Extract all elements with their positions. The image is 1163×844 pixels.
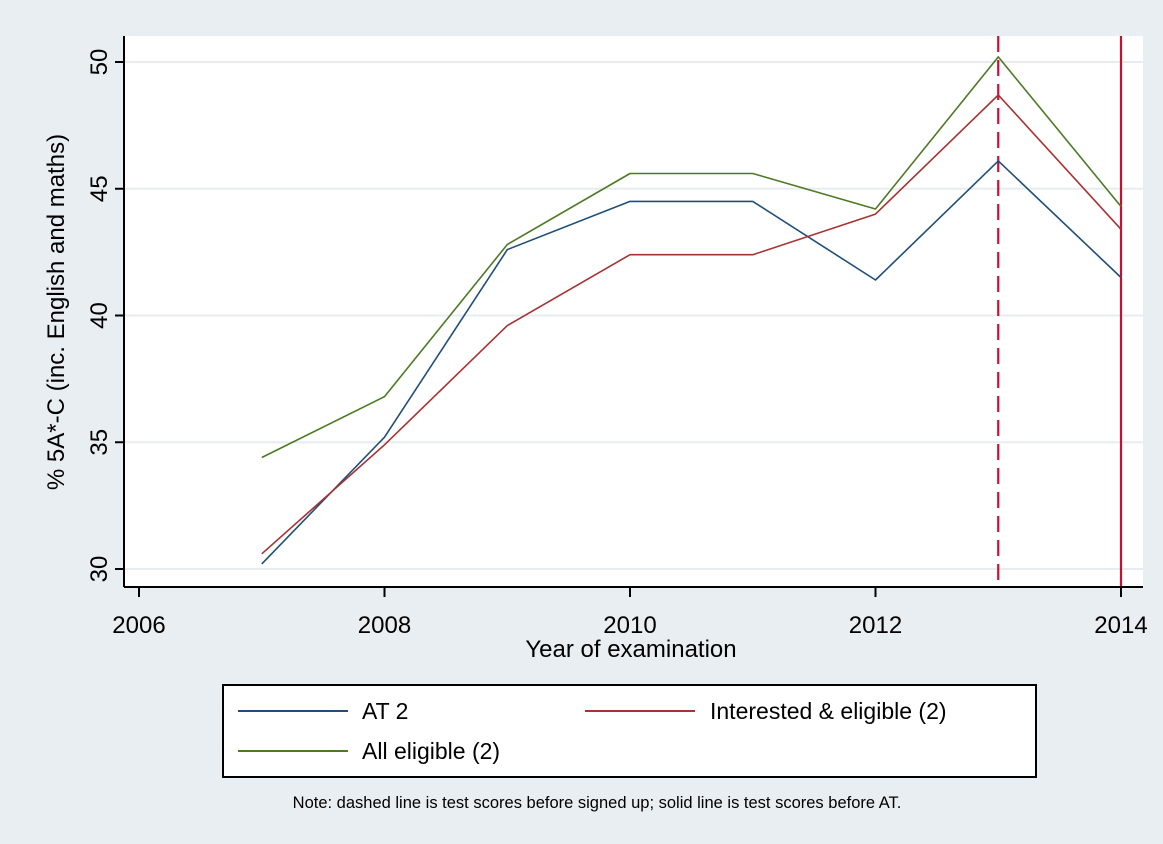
chart-note: Note: dashed line is test scores before … (293, 794, 902, 812)
plot-area (124, 36, 1143, 587)
y-tick-label-45: 45 (86, 175, 113, 202)
series-line-1 (261, 94, 1122, 555)
series-layer (261, 56, 1122, 565)
y-tick-label-35: 35 (86, 429, 113, 456)
x-tick-label-2012: 2012 (849, 612, 902, 639)
x-tick-label-2010: 2010 (603, 612, 656, 639)
series-line-0 (261, 160, 1122, 565)
y-axis-title: % 5A*-C (inc. English and maths) (43, 134, 70, 490)
x-tick-label-2006: 2006 (112, 612, 165, 639)
x-tick-label-2008: 2008 (358, 612, 411, 639)
legend-label-interested-eligible: Interested & eligible (2) (710, 698, 947, 724)
y-tick-label-50: 50 (86, 49, 113, 76)
legend-label-all-eligible: All eligible (2) (362, 738, 500, 764)
axes: 30 35 40 45 50 2006 2008 2010 2012 2014 (86, 36, 1148, 639)
legend-box (222, 684, 1037, 778)
y-tick-label-40: 40 (86, 302, 113, 329)
y-tick-label-30: 30 (86, 556, 113, 583)
legend-label-at2: AT 2 (362, 698, 408, 724)
reference-lines (997, 36, 1123, 587)
series-line-2 (261, 56, 1122, 459)
x-tick-label-2014: 2014 (1094, 612, 1147, 639)
x-axis-title: Year of examination (525, 636, 736, 663)
legend: AT 2 Interested & eligible (2) All eligi… (222, 684, 1037, 778)
